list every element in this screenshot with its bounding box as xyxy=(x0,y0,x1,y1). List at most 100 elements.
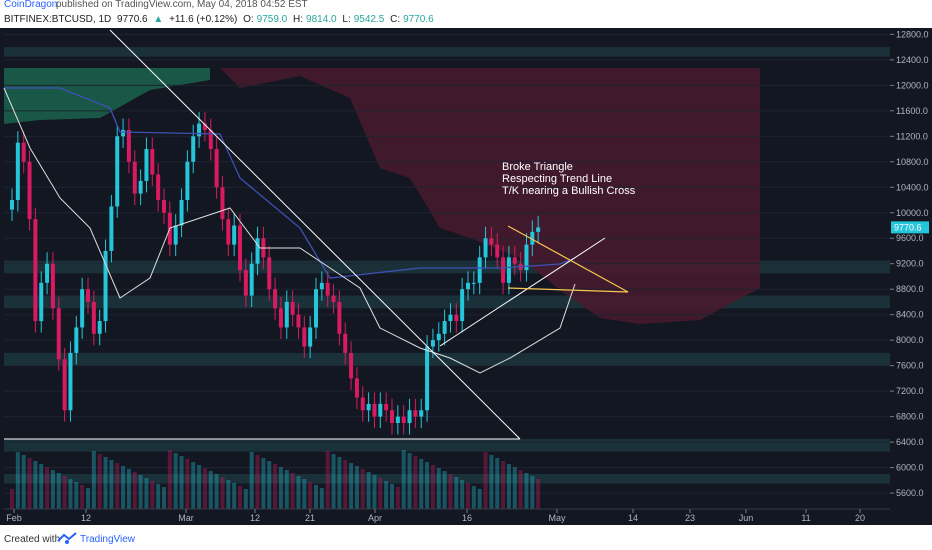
publish-header: CoinDragon published on TradingView.com,… xyxy=(0,0,932,10)
change-up-icon: ▲ xyxy=(153,14,164,25)
volume-bar xyxy=(162,487,166,509)
x-tick-label: Jun xyxy=(739,513,754,523)
chart-area[interactable]: Broke Triangle Respecting Trend Line T/K n… xyxy=(0,28,932,525)
volume-bar xyxy=(144,478,149,509)
volume-bar xyxy=(501,461,506,509)
candle-body xyxy=(536,227,541,232)
candle-body xyxy=(74,327,79,353)
volume-bar xyxy=(91,451,96,509)
candle-body xyxy=(413,410,418,417)
volume-bar xyxy=(524,473,529,509)
y-tick-label: 7600.0 xyxy=(896,361,924,371)
candle-body xyxy=(483,238,488,258)
volume-bar xyxy=(442,471,447,509)
candle-body xyxy=(156,174,161,201)
volume-bar xyxy=(126,469,131,509)
y-axis-panel xyxy=(890,28,932,525)
last-price-tag xyxy=(891,221,929,234)
candle-body xyxy=(162,200,166,213)
candle-body xyxy=(524,244,529,271)
candle-body xyxy=(390,410,394,423)
volume-bar xyxy=(249,452,254,509)
y-tick-label: 8000.0 xyxy=(896,335,924,345)
x-tick-label: 16 xyxy=(462,513,472,523)
volume-bar xyxy=(255,455,260,509)
volume-bar xyxy=(483,452,488,509)
author-link[interactable]: CoinDragon xyxy=(4,0,58,10)
candle-body xyxy=(197,123,202,137)
low-label: L: xyxy=(342,14,351,25)
candle-body xyxy=(442,321,447,334)
y-tick-label: 12800.0 xyxy=(896,29,929,39)
volume-bar xyxy=(27,458,32,509)
tradingview-logo-icon xyxy=(57,532,77,544)
volume-bar xyxy=(56,473,61,509)
candle-body xyxy=(278,308,283,328)
volume-bar xyxy=(173,453,178,509)
candle-body xyxy=(109,206,114,251)
candle-body xyxy=(249,263,254,296)
x-tick-label: Mar xyxy=(178,513,194,523)
y-tick-label: 9200.0 xyxy=(896,259,924,269)
candle-body xyxy=(255,238,260,264)
y-tick-label: 8800.0 xyxy=(896,284,924,294)
volume-bar xyxy=(278,467,283,509)
annotation-text: Broke Triangle xyxy=(502,161,573,173)
volume-bar xyxy=(337,457,342,509)
high-value: 9814.0 xyxy=(306,14,337,25)
candle-body xyxy=(325,282,330,296)
volume-bar xyxy=(471,486,476,509)
created-with-label: Created with xyxy=(4,534,61,545)
volume-bar xyxy=(466,483,470,509)
volume-bar xyxy=(238,486,242,509)
tenkan-line xyxy=(4,87,576,279)
publish-info: published on TradingView.com, May 04, 20… xyxy=(56,0,308,10)
candle-body xyxy=(477,257,482,283)
horizontal-zone xyxy=(4,295,890,309)
volume-bar xyxy=(214,474,219,509)
volume-bar xyxy=(349,463,354,509)
volume-bar xyxy=(103,457,108,509)
candle-body xyxy=(273,289,278,309)
volume-bar xyxy=(407,453,412,509)
last-price: 9770.6 xyxy=(117,14,148,25)
candle-body xyxy=(91,301,96,334)
tradingview-brand[interactable]: TradingView xyxy=(80,534,136,545)
volume-bar xyxy=(138,475,143,509)
volume-bar xyxy=(314,485,318,509)
volume-bar xyxy=(185,459,190,509)
candle-body xyxy=(214,149,219,188)
symbol-label[interactable]: BITFINEX:BTCUSD, 1D xyxy=(4,14,112,25)
candle-body xyxy=(121,129,126,137)
volume-bar xyxy=(109,460,114,509)
volume-bar xyxy=(308,482,313,509)
horizontal-zone xyxy=(4,47,890,57)
candle-body xyxy=(296,314,301,328)
candle-body xyxy=(384,403,389,411)
candle-body xyxy=(466,282,470,290)
volume-bar xyxy=(33,461,38,509)
volume-bar xyxy=(191,462,196,509)
candle-body xyxy=(185,161,190,201)
volume-bar xyxy=(536,479,541,509)
volume-bar xyxy=(425,462,430,509)
open-label: O: xyxy=(243,14,254,25)
candle-body xyxy=(425,346,430,411)
candle-body xyxy=(489,238,494,245)
volume-bar xyxy=(401,450,406,509)
y-tick-label: 12000.0 xyxy=(896,80,929,90)
candle-body xyxy=(208,129,213,150)
volume-bar xyxy=(390,484,394,509)
candle-body xyxy=(436,333,441,341)
candle-body xyxy=(501,257,506,283)
candle-body xyxy=(220,187,225,220)
volume-bar xyxy=(226,480,231,509)
candle-body xyxy=(495,244,500,258)
x-tick-label: Apr xyxy=(368,513,382,523)
y-tick-label: 8400.0 xyxy=(896,310,924,320)
candle-body xyxy=(132,161,137,194)
volume-bar xyxy=(121,466,126,509)
candle-body xyxy=(126,129,131,162)
candle-body xyxy=(45,263,50,283)
